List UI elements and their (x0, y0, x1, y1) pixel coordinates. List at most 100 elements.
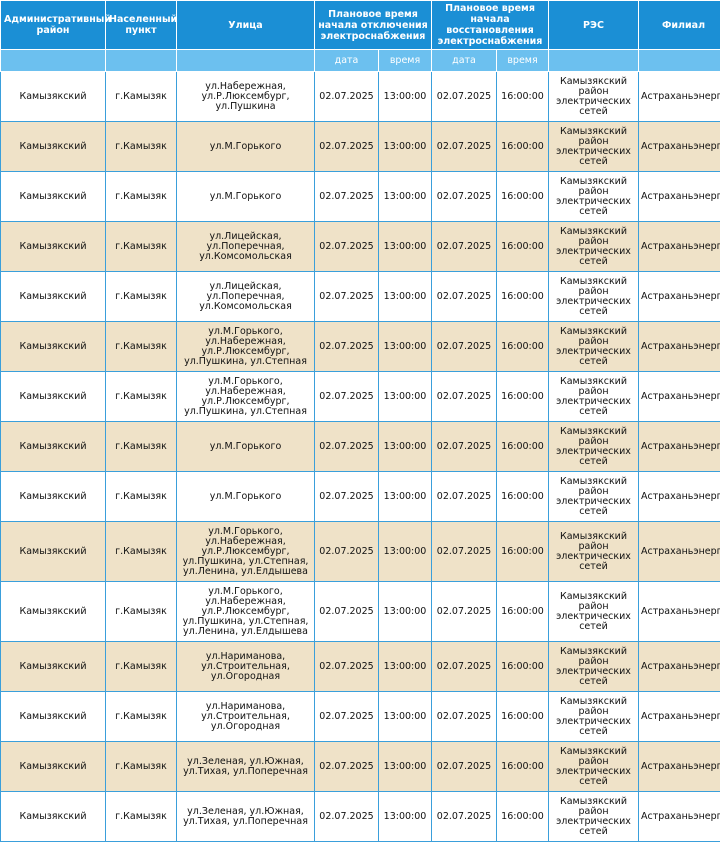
table-cell: 02.07.2025 (315, 372, 379, 422)
table-cell: Камызякский (1, 472, 106, 522)
table-cell: 13:00:00 (379, 322, 432, 372)
table-cell: Камызякский (1, 222, 106, 272)
table-cell: ул.М.Горького (177, 122, 315, 172)
table-cell: 02.07.2025 (432, 122, 497, 172)
table-cell: Камызякский район электрических сетей (549, 272, 639, 322)
table-cell: Камызякский район электрических сетей (549, 172, 639, 222)
table-cell: Камызякский район электрических сетей (549, 422, 639, 472)
table-cell: 02.07.2025 (315, 522, 379, 582)
table-cell: ул.Лицейская, ул.Поперечная, ул.Комсомол… (177, 272, 315, 322)
table-cell: г.Камызяк (106, 72, 177, 122)
table-cell: Камызякский район электрических сетей (549, 472, 639, 522)
table-cell: 16:00:00 (497, 322, 549, 372)
table-cell: ул.М.Горького, ул.Набережная, ул.Р.Люксе… (177, 372, 315, 422)
table-cell: ул.М.Горького, ул.Набережная, ул.Р.Люксе… (177, 322, 315, 372)
table-cell: Астраханьэнерго (639, 422, 720, 472)
table-cell: г.Камызяк (106, 472, 177, 522)
table-cell: 02.07.2025 (432, 422, 497, 472)
table-cell: ул.Лицейская, ул.Поперечная, ул.Комсомол… (177, 222, 315, 272)
table-cell: 13:00:00 (379, 372, 432, 422)
table-cell: Астраханьэнерго (639, 472, 720, 522)
table-cell: г.Камызяк (106, 522, 177, 582)
table-cell: ул.Зеленая, ул.Южная, ул.Тихая, ул.Попер… (177, 792, 315, 842)
table-cell: 02.07.2025 (315, 422, 379, 472)
table-cell: г.Камызяк (106, 372, 177, 422)
table-cell: 02.07.2025 (432, 522, 497, 582)
table-cell: 16:00:00 (497, 172, 549, 222)
table-cell: Камызякский район электрических сетей (549, 792, 639, 842)
column-header: РЭС (549, 1, 639, 50)
table-cell: 02.07.2025 (432, 322, 497, 372)
table-cell: 02.07.2025 (315, 582, 379, 642)
table-cell: ул.Зеленая, ул.Южная, ул.Тихая, ул.Попер… (177, 742, 315, 792)
table-cell: 13:00:00 (379, 222, 432, 272)
table-cell: 02.07.2025 (432, 692, 497, 742)
table-cell: г.Камызяк (106, 692, 177, 742)
table-cell: 16:00:00 (497, 122, 549, 172)
table-cell: 02.07.2025 (432, 792, 497, 842)
table-cell: 02.07.2025 (432, 72, 497, 122)
table-cell: ул.Нариманова, ул.Строительная, ул.Огоро… (177, 692, 315, 742)
table-cell: 13:00:00 (379, 742, 432, 792)
table-cell: Камызякский (1, 522, 106, 582)
table-cell: 13:00:00 (379, 272, 432, 322)
column-header: Улица (177, 1, 315, 50)
table-cell: ул.Нариманова, ул.Строительная, ул.Огоро… (177, 642, 315, 692)
table-cell: ул.М.Горького (177, 422, 315, 472)
table-cell: Камызякский (1, 792, 106, 842)
table-cell: Камызякский (1, 422, 106, 472)
table-cell: Астраханьэнерго (639, 272, 720, 322)
table-cell: Камызякский район электрических сетей (549, 642, 639, 692)
table-cell: г.Камызяк (106, 322, 177, 372)
table-cell: г.Камызяк (106, 792, 177, 842)
subheader-empty (639, 50, 720, 72)
table-cell: 13:00:00 (379, 792, 432, 842)
table-cell: Камызякский (1, 642, 106, 692)
table-cell: Камызякский (1, 742, 106, 792)
table-cell: 02.07.2025 (432, 742, 497, 792)
table-cell: 02.07.2025 (315, 322, 379, 372)
column-header: Филиал (639, 1, 720, 50)
table-cell: г.Камызяк (106, 422, 177, 472)
table-cell: Камызякский (1, 322, 106, 372)
table-cell: Астраханьэнерго (639, 582, 720, 642)
table-cell: Астраханьэнерго (639, 222, 720, 272)
column-header: Плановое время начала отключения электро… (315, 1, 432, 50)
table-cell: Астраханьэнерго (639, 742, 720, 792)
table-cell: 02.07.2025 (315, 272, 379, 322)
subheader-empty (177, 50, 315, 72)
table-cell: ул.М.Горького (177, 472, 315, 522)
table-cell: 16:00:00 (497, 222, 549, 272)
table-cell: Камызякский (1, 272, 106, 322)
table-cell: 02.07.2025 (315, 742, 379, 792)
table-cell: Астраханьэнерго (639, 792, 720, 842)
table-cell: 02.07.2025 (315, 692, 379, 742)
column-subheader: время (379, 50, 432, 72)
table-cell: 02.07.2025 (432, 642, 497, 692)
table-cell: Камызякский район электрических сетей (549, 742, 639, 792)
table-cell: 16:00:00 (497, 692, 549, 742)
subheader-empty (1, 50, 106, 72)
table-cell: 02.07.2025 (315, 642, 379, 692)
table-cell: г.Камызяк (106, 122, 177, 172)
table-cell: Камызякский (1, 122, 106, 172)
table-cell: Камызякский (1, 692, 106, 742)
table-cell: 02.07.2025 (432, 372, 497, 422)
table-cell: г.Камызяк (106, 222, 177, 272)
table-cell: Камызякский район электрических сетей (549, 72, 639, 122)
table-cell: Камызякский район электрических сетей (549, 222, 639, 272)
table-cell: г.Камызяк (106, 642, 177, 692)
table-cell: 13:00:00 (379, 172, 432, 222)
table-cell: 02.07.2025 (315, 222, 379, 272)
column-subheader: время (497, 50, 549, 72)
table-cell: 16:00:00 (497, 742, 549, 792)
table-cell: 13:00:00 (379, 522, 432, 582)
